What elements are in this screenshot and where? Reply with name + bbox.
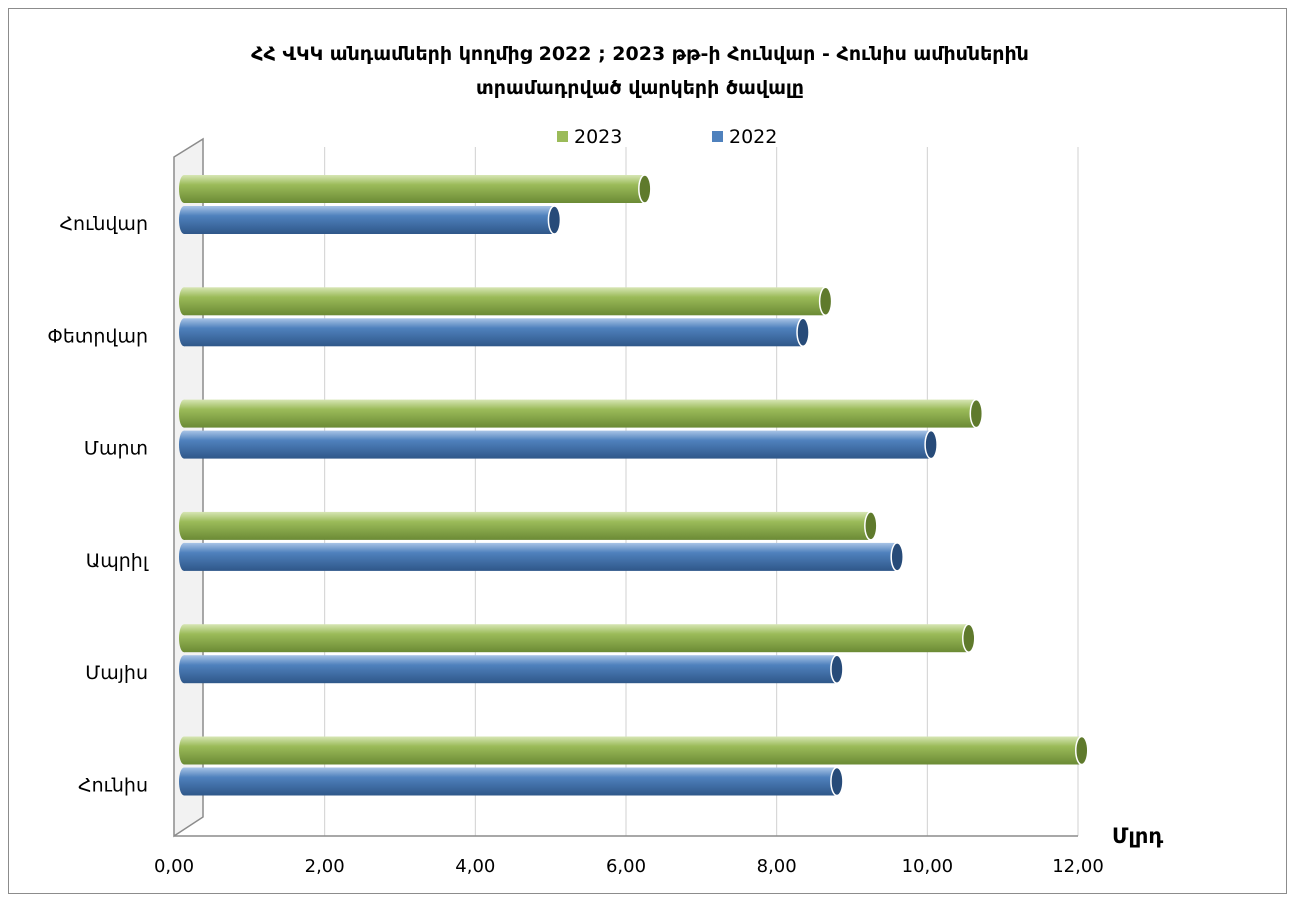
bar-2023-2 bbox=[184, 399, 977, 428]
category-label-2: Մարտ bbox=[84, 438, 148, 460]
side-wall bbox=[173, 137, 204, 838]
x-tick-label: 4,00 bbox=[455, 856, 495, 877]
bar-cap-start bbox=[179, 655, 189, 684]
legend-label-2022: 2022 bbox=[729, 126, 777, 148]
bar-cap-end bbox=[796, 317, 810, 348]
bar-cap-start bbox=[179, 736, 189, 765]
chart-title-line-2: տրամադրված վարկերի ծավալը bbox=[476, 77, 804, 99]
x-tick-label: 6,00 bbox=[606, 856, 646, 877]
bar-2023-0 bbox=[184, 175, 645, 203]
bar-2022-4 bbox=[184, 655, 837, 684]
category-label-3: Ապրիլ bbox=[86, 550, 149, 572]
x-tick-label: 0,00 bbox=[154, 856, 194, 877]
bar-2023-3 bbox=[184, 511, 871, 540]
x-axis-ticks: 0,00 2,00 4,00 6,00 8,00 10,00 12,00 bbox=[154, 856, 1104, 877]
bar-cap-start bbox=[179, 542, 189, 571]
bar-cap-end bbox=[638, 174, 652, 204]
legend-swatch-2023 bbox=[557, 131, 568, 142]
bar-2023-5 bbox=[184, 736, 1082, 765]
bar-cap-start bbox=[179, 430, 189, 459]
bar-2023-1 bbox=[184, 287, 826, 316]
bar-cap-end bbox=[864, 511, 878, 541]
bar-cap-end bbox=[547, 205, 562, 235]
bar-cap-start bbox=[179, 318, 189, 347]
bar-cap-start bbox=[179, 767, 189, 796]
bar-cap-start bbox=[179, 399, 189, 428]
bar-cap-end bbox=[969, 398, 984, 429]
bar-cap-start bbox=[179, 287, 189, 316]
legend-swatch-2022 bbox=[712, 131, 723, 142]
bar-2022-5 bbox=[184, 767, 837, 796]
legend: 2023 2022 bbox=[557, 126, 777, 148]
x-tick-label: 12,00 bbox=[1052, 856, 1104, 877]
bar-2022-1 bbox=[184, 318, 804, 347]
category-label-0: Հունվար bbox=[59, 213, 148, 235]
bar-cap-end bbox=[830, 766, 844, 797]
bar-cap-end bbox=[890, 542, 904, 572]
category-labels: Հունվար Փետրվար Մարտ Ապրիլ Մայիս Հունիս bbox=[47, 213, 148, 797]
chart-title-line-1: ՀՀ ՎԿԿ անդամների կողմից 2022 ; 2023 թթ-ի… bbox=[251, 43, 1029, 65]
x-tick-label: 8,00 bbox=[757, 856, 797, 877]
bar-cap-end bbox=[962, 623, 976, 653]
bar-2022-2 bbox=[184, 430, 932, 459]
bar-cap-end bbox=[830, 654, 844, 684]
category-label-5: Հունիս bbox=[78, 775, 148, 797]
bar-2022-3 bbox=[184, 542, 898, 571]
bars bbox=[179, 174, 1089, 797]
bar-2023-4 bbox=[184, 624, 969, 653]
grid-lines bbox=[324, 147, 1079, 836]
bar-cap-end bbox=[924, 429, 938, 460]
bar-cap-start bbox=[179, 511, 189, 540]
category-label-1: Փետրվար bbox=[47, 325, 148, 347]
bar-cap-start bbox=[179, 175, 189, 203]
x-tick-label: 10,00 bbox=[902, 856, 954, 877]
bar-cap-end bbox=[818, 286, 833, 317]
category-label-4: Մայիս bbox=[85, 662, 148, 684]
bar-cap-start bbox=[179, 206, 189, 234]
legend-label-2023: 2023 bbox=[574, 126, 622, 148]
chart-frame bbox=[8, 8, 1287, 894]
bar-cap-start bbox=[179, 624, 189, 653]
unit-label: Մլրդ bbox=[1112, 824, 1163, 848]
bar-cap-end bbox=[1075, 735, 1089, 766]
x-tick-label: 2,00 bbox=[305, 856, 345, 877]
bar-2022-0 bbox=[184, 206, 555, 234]
